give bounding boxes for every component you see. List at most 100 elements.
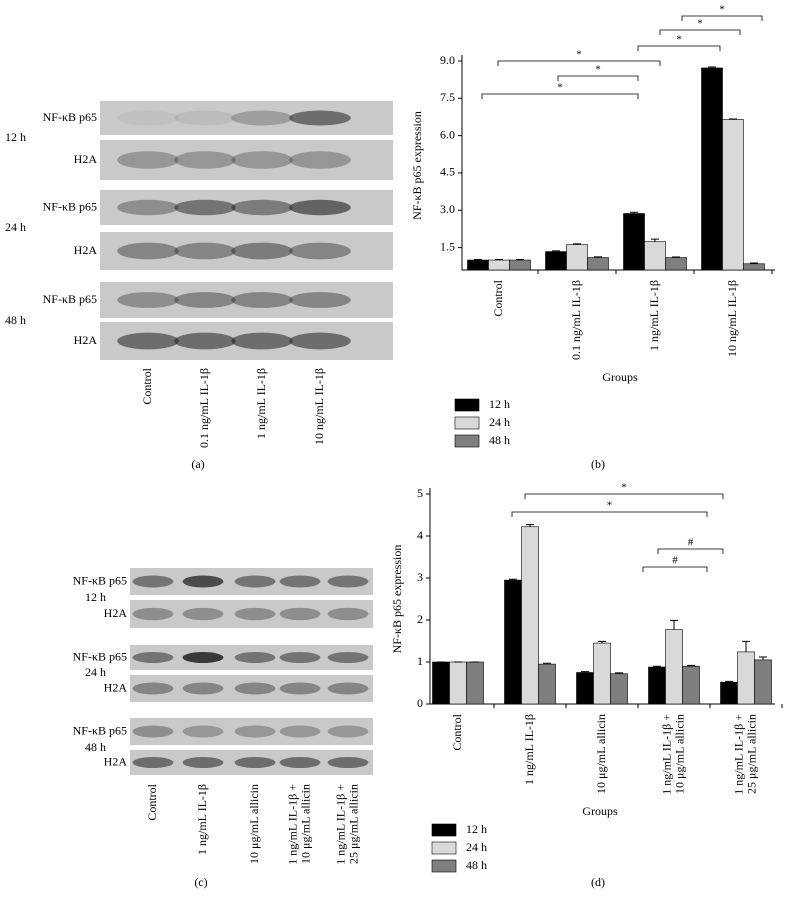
blot-band: [117, 110, 179, 126]
bar: [545, 251, 567, 271]
error-bar: [759, 656, 767, 660]
significance-mark: *: [697, 18, 703, 30]
error-bar: [594, 256, 602, 258]
legend-swatch: [454, 434, 480, 448]
x-tick-label: 1 ng/mL IL-1β +: [659, 714, 673, 795]
blot-band: [234, 652, 276, 663]
blot-band: [231, 199, 293, 216]
lane-label: 25 μg/mL allicin: [346, 784, 360, 864]
blot-band: [234, 607, 276, 621]
row-label: H2A: [104, 754, 128, 768]
blot-band: [279, 725, 321, 738]
blot-band: [289, 110, 351, 126]
time-label: 24 h: [5, 220, 26, 234]
blot-strip: [100, 140, 393, 180]
blot-band: [117, 292, 179, 308]
significance-bracket: [481, 93, 639, 99]
blot-band: [289, 292, 351, 308]
blot-band: [174, 110, 236, 126]
blot-band: [327, 607, 369, 621]
significance-mark: *: [595, 64, 601, 76]
bar: [754, 659, 772, 705]
legend-label: 24 h: [466, 840, 487, 854]
bar: [587, 257, 609, 271]
x-tick-label: 1 ng/mL IL-1β: [522, 714, 536, 785]
row-label: H2A: [104, 680, 128, 694]
error-bar: [573, 243, 581, 245]
bar: [538, 663, 556, 705]
row-label: NF-κB p65: [43, 199, 97, 213]
blot-band: [182, 725, 224, 738]
y-tick-label: 6.0: [440, 127, 455, 141]
y-axis-title: NF-κB p65 expression: [410, 111, 424, 220]
x-tick-label: 1 ng/mL IL-1β: [647, 280, 661, 351]
legend-swatch: [454, 416, 480, 430]
time-label: 48 h: [85, 740, 106, 754]
blot-band: [174, 292, 236, 308]
lane-label: 0.1 ng/mL IL-1β: [197, 368, 211, 448]
blot-band: [174, 199, 236, 216]
bar: [521, 526, 539, 705]
legend-label: 12 h: [489, 397, 510, 411]
blot-band: [234, 725, 276, 738]
blot-band: [289, 332, 351, 350]
lane-label: 1 ng/mL IL-1β: [195, 784, 209, 855]
blot-band: [132, 652, 174, 663]
bar: [720, 681, 738, 705]
panel-label: (b): [591, 457, 605, 471]
row-label: NF-κB p65: [73, 723, 127, 737]
bar: [737, 651, 755, 705]
blot-band: [182, 652, 224, 663]
y-tick-label: 7.5: [440, 90, 455, 104]
error-bar: [653, 665, 661, 668]
blot-band: [289, 242, 351, 260]
lane-label: 10 μg/mL allicin: [298, 784, 312, 864]
time-label: 12 h: [5, 130, 26, 144]
bar: [467, 259, 489, 271]
bar: [449, 661, 467, 705]
bar: [488, 259, 510, 271]
significance-mark: *: [719, 4, 725, 16]
significance-bracket: [511, 511, 708, 517]
row-label: NF-κB p65: [73, 573, 127, 587]
blot-band: [117, 199, 179, 216]
row-label: H2A: [74, 152, 98, 166]
legend-swatch: [454, 398, 480, 412]
error-bar: [598, 640, 606, 644]
blot-band: [182, 575, 224, 588]
panel-label: (d): [591, 875, 605, 889]
time-label: 12 h: [85, 590, 106, 604]
lane-label: 1 ng/mL IL-1β +: [285, 784, 299, 865]
blot-band: [279, 682, 321, 695]
significance-bracket: [497, 60, 661, 66]
y-tick-label: 3.0: [440, 202, 455, 216]
blot-band: [182, 682, 224, 695]
row-label: H2A: [74, 243, 98, 257]
bar: [743, 263, 765, 271]
error-bar: [552, 250, 560, 252]
blot-band: [174, 242, 236, 260]
lane-label: 10 ng/mL IL-1β: [312, 368, 326, 445]
bar: [504, 579, 522, 705]
blot-band: [174, 332, 236, 350]
y-tick-label: 1: [417, 654, 423, 668]
y-tick-label: 9.0: [440, 53, 455, 67]
significance-mark: *: [676, 34, 682, 46]
legend-label: 48 h: [466, 858, 487, 872]
blot-band: [132, 607, 174, 621]
x-tick-label: 1 ng/mL IL-1β +: [731, 714, 745, 795]
error-bar: [615, 672, 623, 674]
blot-strip: [100, 282, 393, 318]
y-tick-label: 4.5: [440, 165, 455, 179]
significance-mark: #: [672, 555, 678, 567]
x-axis-title: Groups: [602, 370, 638, 384]
significance-mark: *: [576, 49, 582, 61]
blot-band: [234, 575, 276, 588]
error-bar: [630, 211, 638, 214]
blot-band: [279, 652, 321, 663]
x-tick-label: Control: [491, 279, 505, 316]
bar: [466, 661, 484, 705]
x-tick-label: 10 μg/mL allicin: [672, 714, 686, 794]
y-tick-label: 4: [417, 528, 423, 542]
bar: [566, 244, 588, 271]
